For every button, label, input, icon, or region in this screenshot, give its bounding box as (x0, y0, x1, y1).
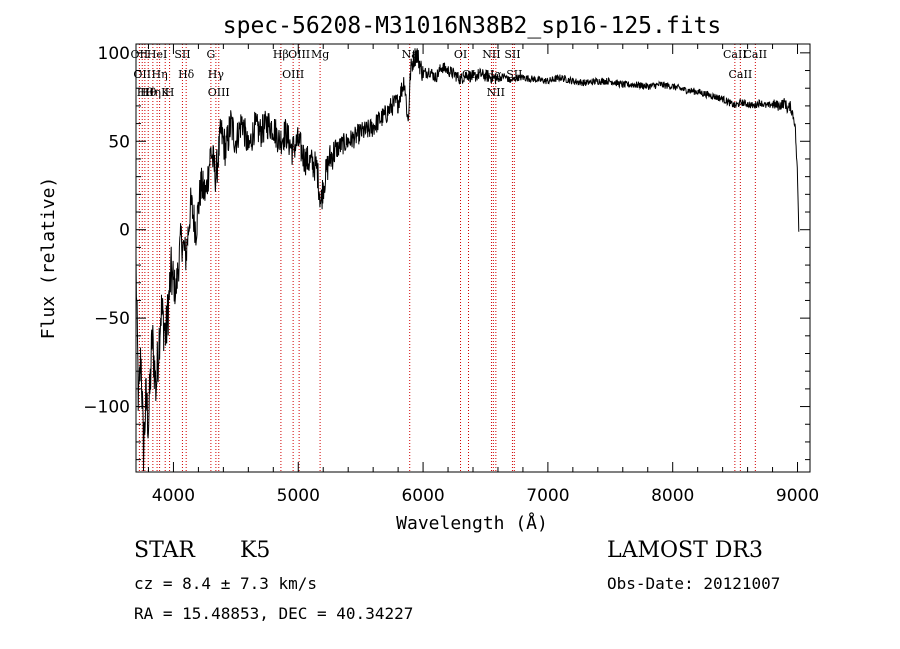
x-tick-label: 5000 (277, 486, 320, 506)
line-label: Hη (151, 68, 167, 81)
line-label: CaII (729, 68, 753, 81)
line-label: SII (504, 48, 520, 61)
line-label: NII (487, 86, 505, 99)
chart-title: spec-56208-M31016N38B2_sp16-125.fits (223, 13, 722, 39)
line-label: OII (133, 68, 151, 81)
redshift: cz = 8.4 ± 7.3 km/s (134, 574, 318, 593)
line-label: Mg (311, 48, 329, 61)
y-tick-label: 100 (98, 44, 130, 64)
line-label: OIII (282, 68, 304, 81)
line-label: Hη (145, 86, 161, 99)
obs-date: Obs-Date: 20121007 (607, 574, 781, 593)
line-label: OII (131, 48, 149, 61)
line-label: Hθ (140, 86, 157, 99)
line-label: SII (174, 48, 190, 61)
object-subclass: K5 (240, 538, 271, 563)
y-tick-label: −100 (83, 398, 130, 418)
line-label: NII (482, 48, 500, 61)
x-tick-label: 7000 (526, 486, 569, 506)
x-tick-label: 8000 (651, 486, 694, 506)
line-label: G (206, 48, 215, 61)
line-label: Hθ (137, 86, 154, 99)
line-label: HeI (147, 48, 167, 61)
line-label: Hδ (178, 68, 195, 81)
line-label: CaII (743, 48, 767, 61)
plot-frame (135, 43, 811, 473)
line-label: Hγ (208, 68, 225, 81)
line-label: H (165, 86, 175, 99)
x-tick-label: 4000 (152, 486, 195, 506)
spectrum-line (135, 48, 800, 472)
y-axis-label: Flux (relative) (38, 177, 59, 340)
x-axis-label: Wavelength (Å) (396, 512, 548, 534)
object-class: STAR (134, 538, 195, 563)
y-tick-label: 50 (108, 132, 130, 152)
y-axis: −100 −50 0 50 100 (83, 44, 810, 461)
line-label: Hβ (273, 48, 289, 61)
x-axis: 4000 5000 6000 7000 8000 9000 (147, 44, 819, 506)
survey-name: LAMOST DR3 (607, 538, 763, 563)
line-label: OI (454, 48, 467, 61)
y-tick-label: 0 (119, 221, 130, 241)
line-label: OIII (288, 48, 310, 61)
line-label: CaII (723, 48, 747, 61)
coordinates: RA = 15.48853, DEC = 40.34227 (134, 604, 414, 623)
y-tick-label: −50 (94, 309, 130, 329)
line-label: K (161, 86, 170, 99)
x-tick-label: 9000 (776, 486, 819, 506)
line-label: OIII (208, 86, 230, 99)
x-tick-label: 6000 (401, 486, 444, 506)
emission-lines (138, 44, 756, 472)
